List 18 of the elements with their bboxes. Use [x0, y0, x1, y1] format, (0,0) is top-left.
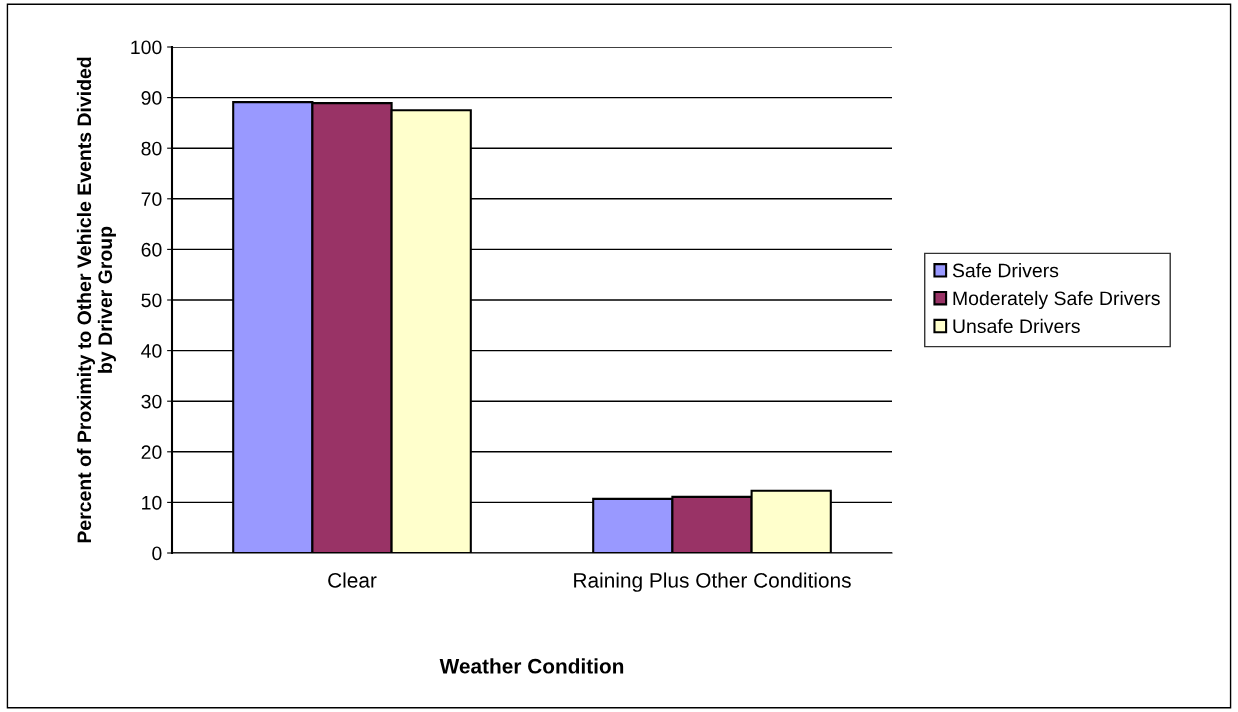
y-tick-label: 70: [141, 192, 162, 207]
y-tick-label: 80: [141, 141, 162, 156]
y-axis-title: Percent of Proximity to Other Vehicle Events Divided by Driver Group: [76, 57, 116, 543]
x-tick-label: Clear: [328, 572, 377, 588]
x-tick-label: Raining Plus Other Conditions: [574, 572, 851, 592]
legend-label: Unsafe Drivers: [953, 318, 1080, 334]
y-tick-label: 40: [141, 344, 162, 358]
y-tick-label: 60: [141, 242, 162, 257]
y-tick-label: 100: [131, 40, 162, 55]
legend-label: Safe Drivers: [952, 263, 1059, 278]
legend-label: Moderately Safe Drivers: [953, 290, 1160, 310]
y-tick-label: 30: [141, 394, 162, 409]
y-tick-label: 20: [141, 445, 162, 460]
y-tick-label: 90: [141, 91, 162, 105]
y-tick-label: 0: [152, 546, 162, 561]
y-tick-label: 50: [141, 293, 162, 308]
x-axis-title: Weather Condition: [439, 658, 624, 674]
y-tick-label: 10: [142, 495, 162, 510]
